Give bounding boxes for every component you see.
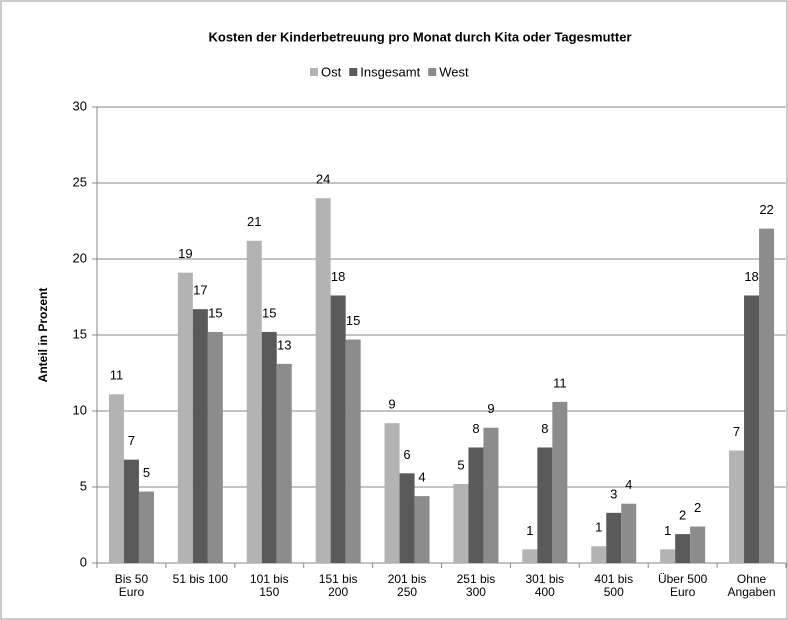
y-tick-label: 25 — [73, 174, 87, 189]
x-tick-label: Bis 50 — [115, 572, 149, 586]
bar — [522, 549, 538, 563]
bar — [537, 447, 553, 563]
bar — [276, 363, 292, 563]
x-tick-label: 300 — [466, 585, 486, 599]
x-tick-label: Euro — [670, 585, 696, 599]
data-label: 15 — [208, 305, 222, 320]
data-label: 5 — [143, 465, 150, 480]
x-tick-label: 400 — [535, 585, 555, 599]
data-label: 9 — [388, 397, 395, 412]
bar — [246, 240, 262, 563]
bar — [483, 427, 499, 563]
data-label: 8 — [541, 421, 548, 436]
y-tick-label: 20 — [73, 250, 87, 265]
x-tick-label: 401 bis — [594, 572, 633, 586]
data-label: 22 — [759, 202, 773, 217]
chart-title: Kosten der Kinderbetreuung pro Monat dur… — [208, 29, 631, 44]
legend-swatch — [310, 68, 318, 76]
data-label: 21 — [247, 214, 261, 229]
x-tick-label: Angaben — [728, 585, 776, 599]
y-tick-label: 10 — [73, 402, 87, 417]
bar — [330, 295, 346, 563]
data-label: 1 — [664, 523, 671, 538]
legend-swatch — [428, 68, 437, 76]
x-tick-label: 101 bis — [250, 572, 289, 586]
data-label: 2 — [679, 508, 686, 523]
data-label: 13 — [277, 337, 291, 352]
y-tick-label: 15 — [73, 326, 87, 341]
bar — [108, 394, 124, 563]
bar — [384, 423, 400, 563]
data-label: 18 — [744, 269, 758, 284]
y-tick-label: 30 — [73, 98, 87, 113]
data-label: 8 — [472, 421, 479, 436]
legend-label: West — [439, 64, 469, 79]
bar — [759, 228, 775, 563]
data-label: 19 — [178, 246, 192, 261]
bar — [606, 512, 622, 563]
bar — [552, 401, 568, 563]
data-label: 6 — [403, 447, 410, 462]
y-tick-label: 0 — [80, 554, 87, 569]
bar — [468, 447, 484, 563]
x-tick-label: 150 — [259, 585, 279, 599]
bar — [315, 198, 331, 563]
bar — [261, 331, 277, 563]
x-tick-label: 201 bis — [388, 572, 427, 586]
y-tick-label: 5 — [80, 478, 87, 493]
data-label: 1 — [526, 523, 533, 538]
data-label: 2 — [694, 500, 701, 515]
bar — [177, 272, 193, 563]
data-label: 1 — [595, 520, 602, 535]
bar — [591, 546, 607, 563]
x-tick-label: 51 bis 100 — [173, 572, 229, 586]
bar — [690, 526, 706, 563]
data-label: 18 — [331, 269, 345, 284]
data-label: 7 — [128, 433, 135, 448]
x-tick-label: Über 500 — [658, 572, 708, 586]
x-tick-label: 301 bis — [525, 572, 564, 586]
bar — [621, 503, 637, 563]
bar — [207, 331, 223, 563]
legend-label: Ost — [321, 64, 342, 79]
data-label: 24 — [316, 172, 330, 187]
x-tick-label: 200 — [328, 585, 348, 599]
bar — [192, 309, 208, 563]
bar — [744, 295, 760, 563]
legend-swatch — [349, 68, 358, 76]
data-label: 9 — [487, 401, 494, 416]
x-tick-label: Ohne — [737, 572, 767, 586]
bar — [729, 450, 745, 563]
bar — [138, 491, 154, 563]
data-label: 4 — [418, 470, 425, 485]
bar — [675, 534, 691, 563]
bar — [414, 496, 430, 563]
data-label: 15 — [262, 305, 276, 320]
data-label: 11 — [110, 368, 124, 383]
data-label: 17 — [193, 283, 207, 298]
data-label: 3 — [610, 486, 617, 501]
legend-label: Insgesamt — [360, 64, 420, 79]
x-tick-label: 251 bis — [457, 572, 496, 586]
bar — [660, 549, 676, 563]
bar — [453, 483, 469, 563]
data-label: 11 — [553, 375, 567, 390]
x-tick-label: 500 — [604, 585, 624, 599]
x-tick-label: 250 — [397, 585, 417, 599]
y-axis-label: Anteil in Prozent — [36, 288, 50, 383]
data-label: 5 — [457, 457, 464, 472]
data-label: 15 — [346, 313, 360, 328]
x-tick-label: Euro — [119, 585, 145, 599]
bar — [399, 473, 415, 563]
x-tick-label: 151 bis — [319, 572, 358, 586]
data-label: 4 — [625, 477, 632, 492]
data-label: 7 — [733, 424, 740, 439]
bar — [123, 459, 139, 563]
bar — [345, 339, 361, 563]
